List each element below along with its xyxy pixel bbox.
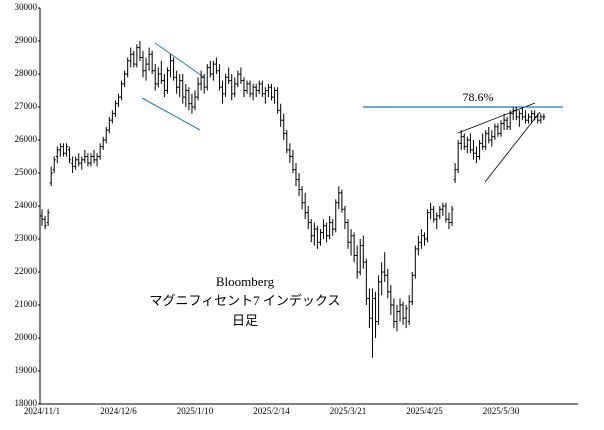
y-tick-label: 29000 — [15, 35, 38, 45]
y-tick-label: 28000 — [15, 68, 38, 78]
y-tick-label: 20000 — [15, 332, 38, 342]
x-tick-label: 2024/11/1 — [24, 406, 60, 416]
trend-line — [141, 97, 201, 131]
y-tick-label: 19000 — [15, 365, 38, 375]
y-tick-label: 26000 — [15, 134, 38, 144]
x-tick-label: 2025/4/25 — [406, 406, 443, 416]
y-tick-label: 24000 — [15, 200, 38, 210]
y-tick-label: 23000 — [15, 233, 38, 243]
trend-line — [484, 111, 541, 183]
y-tick-label: 22000 — [15, 266, 38, 276]
x-tick-label: 2025/3/21 — [330, 406, 367, 416]
annotation: Bloomberg — [216, 274, 275, 289]
x-tick-label: 2024/12/6 — [100, 406, 137, 416]
annotation: マグニフィセント7 インデックス — [149, 293, 340, 308]
y-tick-label: 25000 — [15, 167, 38, 177]
y-tick-label: 18000 — [15, 398, 38, 408]
trend-line — [154, 42, 206, 79]
y-tick-label: 21000 — [15, 299, 38, 309]
x-tick-label: 2025/2/14 — [253, 406, 290, 416]
annotation: 日足 — [232, 313, 258, 328]
reference-label: 78.6% — [463, 90, 494, 104]
y-tick-label: 30000 — [15, 2, 38, 12]
x-tick-label: 2025/1/10 — [177, 406, 214, 416]
y-tick-label: 27000 — [15, 101, 38, 111]
x-tick-label: 2025/5/30 — [483, 406, 520, 416]
